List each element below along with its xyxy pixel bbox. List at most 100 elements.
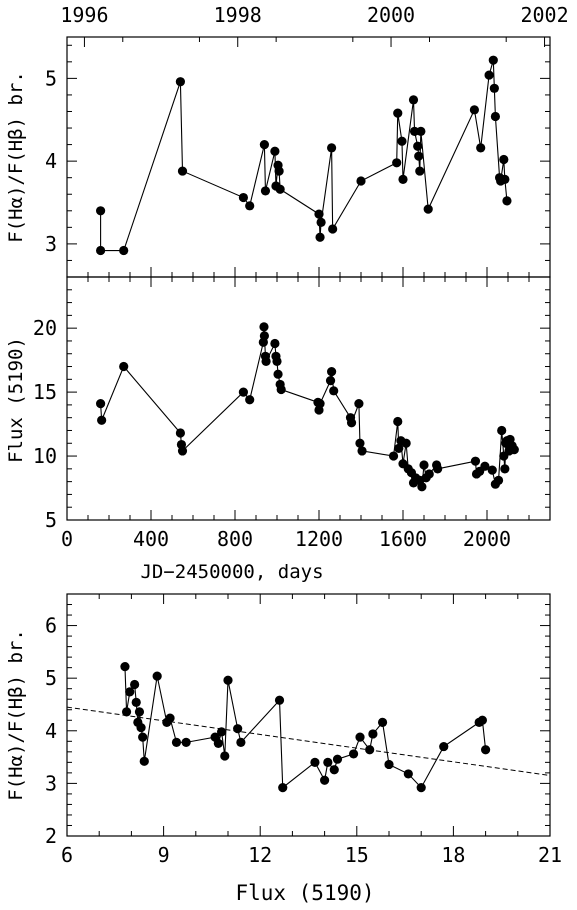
year-tick-label: 2000	[367, 3, 415, 27]
panel-middle-y-axis-title: Flux (5190)	[5, 337, 27, 463]
bottom-point	[439, 741, 449, 752]
panel-bottom-x-axis-title: Flux (5190)	[235, 881, 374, 905]
bottom-point	[236, 737, 246, 747]
y-tick-label: 5	[45, 66, 57, 90]
x-tick-label: 2000	[463, 527, 511, 551]
panel-top-points	[96, 55, 512, 256]
bottom-point	[121, 707, 132, 717]
middle-point	[245, 395, 255, 405]
middle-point	[487, 465, 497, 475]
panel-bottom-series-line	[124, 666, 487, 789]
middle-line	[100, 326, 515, 487]
middle-point	[470, 456, 481, 466]
bottom-point	[323, 757, 333, 767]
middle-point	[401, 438, 411, 448]
y-tick-label: 6	[45, 614, 57, 638]
y-tick-label: 5	[45, 508, 57, 532]
top-point	[245, 201, 255, 211]
middle-point	[175, 428, 185, 438]
top-point	[416, 126, 426, 136]
panel-top-y-ticks: 3 4 5	[45, 44, 550, 278]
bottom-line	[124, 666, 487, 789]
middle-point	[270, 338, 280, 349]
panel-top-frame	[66, 36, 551, 278]
middle-point	[355, 438, 365, 448]
middle-point	[259, 331, 269, 341]
bottom-point	[329, 765, 339, 775]
panel-top-series-line	[100, 60, 508, 252]
middle-point	[433, 464, 443, 474]
bottom-point	[384, 759, 394, 770]
middle-point	[259, 322, 269, 332]
x-tick-label: 1600	[379, 527, 427, 551]
middle-point	[327, 367, 337, 377]
x-tick-label: 0	[61, 527, 73, 551]
top-point	[413, 141, 423, 151]
bottom-point	[278, 783, 288, 793]
bottom-point	[171, 737, 182, 747]
bottom-point	[274, 695, 285, 705]
middle-point	[419, 460, 429, 470]
bottom-point	[213, 738, 223, 749]
bottom-point	[120, 662, 130, 672]
middle-point	[357, 446, 367, 456]
top-point	[469, 105, 479, 115]
x-tick-label: 12	[248, 843, 272, 867]
y-tick-label: 10	[33, 444, 57, 468]
middle-point	[394, 443, 404, 453]
x-tick-label: 15	[345, 843, 369, 867]
panel-middle-x-axis-title: JD−2450000, days	[140, 561, 323, 583]
bottom-point	[365, 745, 375, 755]
bottom-point	[152, 671, 162, 681]
middle-point	[509, 445, 519, 455]
bottom-point	[416, 783, 426, 793]
panel-middle-points	[96, 322, 519, 492]
x-tick-label: 21	[538, 843, 562, 867]
x-tick-label: 18	[441, 843, 465, 867]
top-point	[408, 95, 419, 105]
x-tick-label: 6	[61, 843, 73, 867]
bottom-point	[477, 715, 487, 725]
y-tick-label: 3	[45, 232, 57, 256]
bottom-point	[181, 737, 191, 747]
bottom-point	[332, 754, 343, 764]
bottom-point	[216, 727, 227, 737]
top-point	[476, 143, 486, 153]
top-point	[270, 146, 280, 156]
middle-point	[346, 418, 357, 428]
top-line	[100, 60, 508, 252]
panel-bottom-y-ticks: 2 3 4 5 6	[45, 593, 550, 848]
bottom-point	[139, 756, 149, 766]
panel-middle-series-line	[100, 326, 515, 487]
top-point	[259, 139, 269, 150]
top-point	[490, 111, 500, 122]
y-tick-label: 5	[45, 666, 57, 690]
top-point	[119, 245, 129, 256]
bottom-point	[134, 707, 145, 717]
top-point	[415, 166, 425, 176]
top-point	[177, 166, 188, 176]
top-point	[502, 196, 512, 206]
middle-point	[177, 446, 188, 456]
middle-point	[480, 461, 490, 471]
x-tick-label: 800	[217, 527, 253, 551]
top-point	[484, 70, 494, 80]
panel-middle-frame	[66, 276, 551, 521]
middle-point	[273, 369, 283, 379]
top-point	[315, 232, 325, 242]
middle-point	[417, 482, 427, 492]
year-tick-label: 1996	[60, 3, 108, 27]
panel-bottom-points	[120, 662, 491, 793]
middle-point	[497, 425, 507, 436]
bottom-point	[403, 769, 413, 779]
top-point	[238, 192, 248, 203]
bottom-point	[310, 757, 320, 767]
panel-bottom-frame	[66, 593, 551, 837]
top-point	[489, 83, 499, 93]
y-tick-label: 3	[45, 771, 57, 795]
top-point	[414, 151, 424, 161]
x-tick-label: 9	[158, 843, 170, 867]
top-point	[409, 126, 420, 136]
